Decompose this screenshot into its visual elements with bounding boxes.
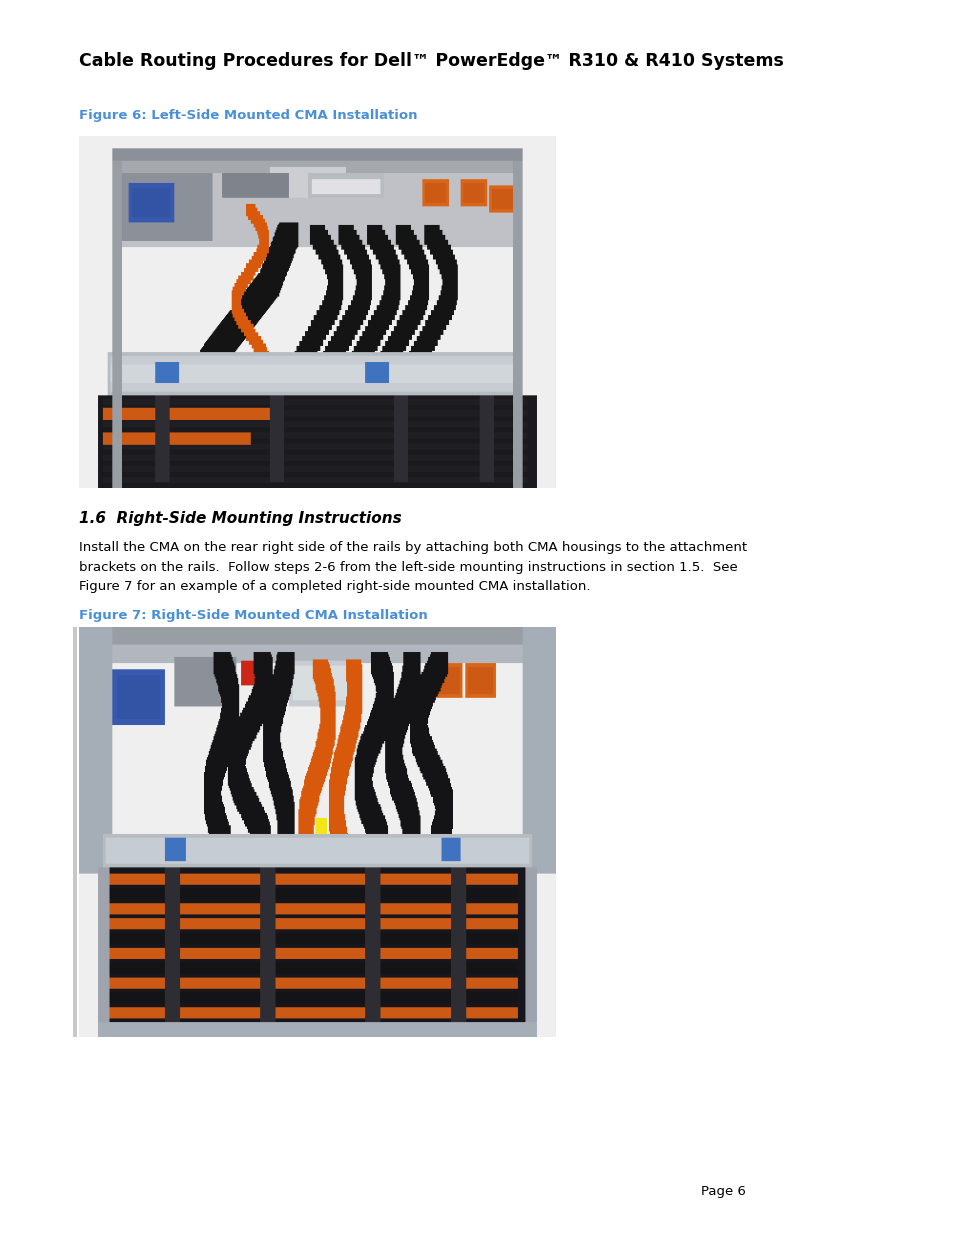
Text: Figure 7 for an example of a completed right-side mounted CMA installation.: Figure 7 for an example of a completed r…: [79, 580, 590, 594]
Text: Page 6: Page 6: [700, 1184, 745, 1198]
Text: Figure 7: Right-Side Mounted CMA Installation: Figure 7: Right-Side Mounted CMA Install…: [79, 609, 428, 622]
Text: Cable Routing Procedures for Dell™ PowerEdge™ R310 & R410 Systems: Cable Routing Procedures for Dell™ Power…: [79, 52, 783, 70]
Text: Install the CMA on the rear right side of the rails by attaching both CMA housin: Install the CMA on the rear right side o…: [79, 541, 746, 555]
Text: brackets on the rails.  Follow steps 2-6 from the left-side mounting instruction: brackets on the rails. Follow steps 2-6 …: [79, 561, 738, 574]
Text: Figure 6: Left-Side Mounted CMA Installation: Figure 6: Left-Side Mounted CMA Installa…: [79, 109, 417, 122]
Text: 1.6  Right-Side Mounting Instructions: 1.6 Right-Side Mounting Instructions: [79, 511, 401, 526]
